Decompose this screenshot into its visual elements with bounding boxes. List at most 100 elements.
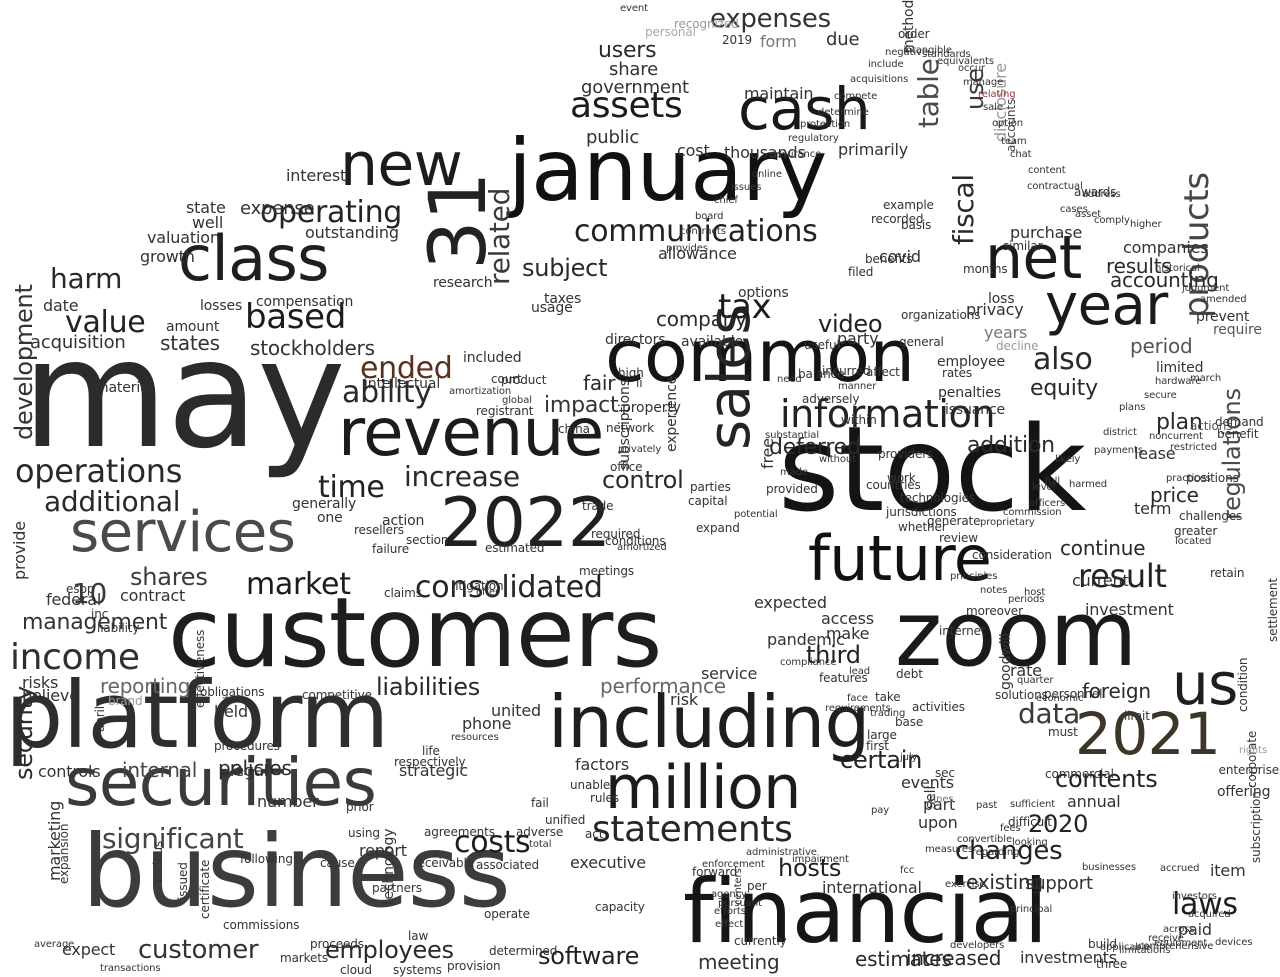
word-product: product xyxy=(501,373,547,387)
word-operations: operations xyxy=(15,452,183,490)
word-regulatory: regulatory xyxy=(788,133,839,144)
word-recognized: recognized xyxy=(674,17,739,31)
word-historical: historical xyxy=(1155,263,1200,274)
word-three: three xyxy=(1096,957,1128,971)
word-looking: looking xyxy=(1012,837,1048,848)
word-resellers: resellers xyxy=(354,523,404,537)
word-litigation: litigation xyxy=(452,579,504,593)
word-principal: principal xyxy=(1010,904,1053,915)
word-hosts: hosts xyxy=(778,854,842,882)
word-2021: 2021 xyxy=(1075,700,1221,768)
word-fiscal: fiscal xyxy=(947,174,980,245)
word-performance: performance xyxy=(600,674,726,698)
word-filed: filed xyxy=(848,265,874,279)
word-capacity: capacity xyxy=(595,900,645,914)
word-contractual: contractual xyxy=(1027,181,1083,192)
word-purchase: purchase xyxy=(1010,223,1083,242)
word-states: states xyxy=(160,331,220,355)
word-growth: growth xyxy=(140,247,195,266)
word-personal: personal xyxy=(645,25,696,39)
word-businesses: businesses xyxy=(1082,862,1136,873)
word-restricted: restricted xyxy=(1170,442,1217,453)
word-principles: principles xyxy=(950,571,998,582)
word-thousands: thousands xyxy=(724,143,806,162)
word-related: related xyxy=(483,187,516,285)
word-ii: ii xyxy=(636,376,643,390)
word-following: following xyxy=(240,852,293,866)
word-plans: plans xyxy=(1119,402,1146,413)
word-act: act xyxy=(585,827,604,841)
word-pay: pay xyxy=(871,805,890,816)
word-judgment: judgment xyxy=(1182,283,1230,294)
word-equity: equity xyxy=(1030,376,1098,401)
word-receivable: receivable xyxy=(413,856,474,870)
word-united: united xyxy=(491,701,542,720)
word-subscriptions: subscriptions xyxy=(617,379,633,470)
word-issuance: issuance xyxy=(945,402,1005,418)
word-outstanding: outstanding xyxy=(305,223,399,242)
word-lease: lease xyxy=(1134,444,1176,463)
word-personnel: personnel xyxy=(1044,687,1103,701)
word-usage: usage xyxy=(531,300,573,316)
word-liability: liability xyxy=(97,621,140,635)
word-covid: covid xyxy=(879,247,921,266)
word-market: market xyxy=(246,567,351,602)
word-meeting: meeting xyxy=(698,950,780,974)
word-subscription: subscription xyxy=(1249,791,1263,863)
word-assurance: assurance xyxy=(771,149,822,160)
word-upon: upon xyxy=(918,813,958,832)
word-cloud: cloud xyxy=(340,963,372,977)
word-required: required xyxy=(591,527,641,541)
word-enterprise: enterprise xyxy=(1218,763,1279,777)
word-losses: losses xyxy=(200,298,243,314)
word-form: form xyxy=(760,32,797,51)
word-risk: risk xyxy=(670,690,698,709)
word-addition: addition xyxy=(967,433,1055,458)
word-shares: shares xyxy=(130,563,208,591)
word-held: held xyxy=(214,702,248,721)
word-economic: economic xyxy=(1036,693,1084,704)
word-revenue: revenue xyxy=(338,394,604,471)
word-adversely: adversely xyxy=(802,392,860,406)
word-organizations: organizations xyxy=(901,308,981,322)
word-respectively: respectively xyxy=(394,755,466,769)
word-requirements: requirements xyxy=(825,703,891,714)
word-us: us xyxy=(1172,650,1238,718)
word-harm: harm xyxy=(50,262,123,295)
word-management: management xyxy=(22,610,168,635)
word-may: may xyxy=(22,308,346,482)
word-increase: increase xyxy=(404,460,520,493)
word-year: year xyxy=(1045,273,1168,338)
word-condition: condition xyxy=(1236,657,1250,712)
word-cash: cash xyxy=(738,75,871,143)
word-fail: fail xyxy=(531,796,549,810)
word-acquisition: acquisition xyxy=(30,332,126,353)
word-regulations: regulations xyxy=(1218,388,1246,520)
word-date: date xyxy=(43,296,79,315)
word-commercial: commercial xyxy=(1045,767,1114,781)
word-employee: employee xyxy=(937,354,1005,370)
word-certain: certain xyxy=(840,746,923,774)
word-made: made xyxy=(780,467,808,478)
word-efforts: efforts xyxy=(714,906,746,917)
word-time: time xyxy=(318,470,385,505)
word-asset: asset xyxy=(1075,209,1102,220)
word-similar: similar xyxy=(1003,239,1043,253)
word-term: term xyxy=(1134,499,1172,518)
word-rights: rights xyxy=(1239,745,1268,756)
word-subject: subject xyxy=(522,254,608,282)
word-take: take xyxy=(875,690,901,704)
word-without: without xyxy=(819,454,856,465)
word-limitations: limitations xyxy=(1119,945,1171,956)
word-results: results xyxy=(1106,254,1172,278)
word-impact: impact xyxy=(544,393,619,418)
word-strategic: strategic xyxy=(399,761,469,780)
word-prior: prior xyxy=(346,800,374,814)
word-free: free xyxy=(758,438,777,469)
word-debt: debt xyxy=(896,667,923,681)
word-new: new xyxy=(340,130,463,200)
word-maintain: maintain xyxy=(744,84,814,103)
word-based: based xyxy=(245,297,346,337)
word-secure: secure xyxy=(1144,390,1177,401)
word-acquisitions: acquisitions xyxy=(850,74,909,85)
